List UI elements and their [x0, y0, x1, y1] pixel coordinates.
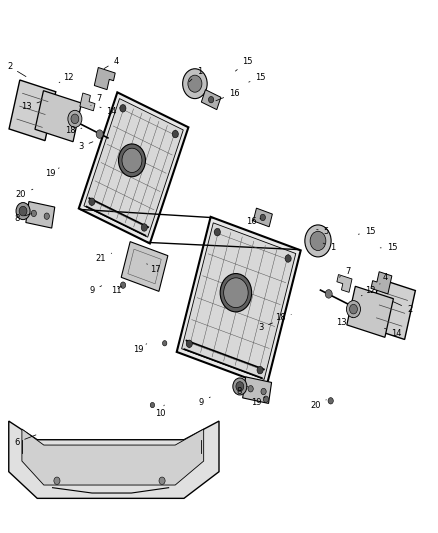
Polygon shape	[253, 208, 272, 227]
Circle shape	[214, 229, 220, 236]
Polygon shape	[182, 223, 296, 379]
Circle shape	[248, 385, 253, 392]
Circle shape	[68, 110, 82, 127]
Circle shape	[328, 398, 333, 404]
Text: 19: 19	[251, 397, 265, 407]
Text: 14: 14	[100, 107, 117, 116]
Text: 1: 1	[189, 68, 202, 82]
Text: 17: 17	[147, 264, 161, 273]
Circle shape	[350, 304, 357, 314]
Text: 8: 8	[14, 214, 32, 223]
Polygon shape	[347, 286, 393, 337]
Text: 19: 19	[133, 344, 147, 353]
Polygon shape	[371, 272, 392, 294]
Circle shape	[162, 341, 167, 346]
Circle shape	[54, 477, 60, 484]
Circle shape	[346, 301, 360, 318]
Circle shape	[257, 366, 263, 374]
Text: 18: 18	[65, 126, 82, 135]
Text: 21: 21	[95, 253, 112, 263]
Text: 13: 13	[336, 317, 353, 327]
Text: 8: 8	[236, 386, 247, 396]
Circle shape	[305, 225, 331, 257]
Polygon shape	[121, 241, 168, 292]
Text: 3: 3	[78, 142, 93, 151]
Text: 9: 9	[89, 286, 102, 295]
Circle shape	[119, 144, 145, 177]
Text: 7: 7	[91, 94, 101, 106]
Circle shape	[325, 289, 332, 298]
Text: 2: 2	[7, 62, 26, 77]
Circle shape	[285, 255, 291, 262]
Text: 13: 13	[21, 102, 40, 111]
Text: 11: 11	[111, 286, 122, 295]
Circle shape	[122, 148, 142, 173]
Circle shape	[263, 396, 268, 402]
Polygon shape	[369, 279, 415, 340]
Text: 18: 18	[275, 313, 291, 321]
Circle shape	[186, 340, 192, 348]
Circle shape	[224, 278, 248, 308]
Text: 16: 16	[247, 217, 261, 225]
Text: 10: 10	[155, 405, 165, 417]
Circle shape	[208, 96, 214, 103]
Text: 20: 20	[310, 400, 326, 409]
Circle shape	[71, 114, 79, 124]
Circle shape	[150, 402, 155, 408]
Circle shape	[120, 104, 126, 112]
Text: 6: 6	[14, 435, 36, 447]
Text: 19: 19	[45, 168, 59, 177]
Circle shape	[44, 213, 49, 220]
Text: 12: 12	[361, 286, 375, 296]
Circle shape	[89, 198, 95, 205]
Polygon shape	[26, 201, 55, 228]
Text: 7: 7	[339, 268, 351, 277]
Circle shape	[261, 389, 266, 395]
Circle shape	[220, 273, 252, 312]
Circle shape	[16, 203, 30, 220]
Polygon shape	[9, 421, 219, 498]
Circle shape	[96, 130, 103, 139]
Text: 15: 15	[249, 73, 266, 82]
Text: 15: 15	[358, 228, 375, 236]
Text: 3: 3	[258, 323, 272, 332]
Text: 15: 15	[380, 244, 397, 252]
Circle shape	[310, 231, 326, 251]
Circle shape	[159, 477, 165, 484]
Polygon shape	[201, 90, 221, 110]
Text: 5: 5	[317, 228, 329, 236]
Text: 12: 12	[59, 73, 73, 83]
Text: 2: 2	[393, 302, 412, 313]
Circle shape	[260, 214, 265, 221]
Circle shape	[236, 382, 244, 391]
Polygon shape	[243, 377, 272, 403]
Circle shape	[188, 75, 202, 92]
Circle shape	[19, 206, 27, 216]
Polygon shape	[80, 93, 95, 111]
Circle shape	[233, 378, 247, 395]
Polygon shape	[35, 91, 81, 142]
Text: 1: 1	[323, 243, 336, 252]
Text: 20: 20	[16, 189, 33, 199]
Polygon shape	[79, 92, 188, 244]
Polygon shape	[22, 429, 204, 485]
Polygon shape	[9, 80, 56, 141]
Polygon shape	[177, 217, 301, 385]
Text: 16: 16	[216, 89, 240, 101]
Polygon shape	[84, 99, 183, 237]
Text: 14: 14	[385, 328, 402, 337]
Circle shape	[183, 69, 207, 99]
Text: 4: 4	[104, 57, 119, 69]
Text: 15: 15	[235, 57, 253, 71]
Polygon shape	[337, 274, 352, 292]
Polygon shape	[94, 68, 115, 90]
Text: 4: 4	[380, 273, 388, 284]
Circle shape	[31, 210, 36, 216]
Text: 9: 9	[199, 397, 210, 407]
Circle shape	[120, 282, 126, 288]
Circle shape	[141, 224, 147, 231]
Circle shape	[172, 131, 178, 138]
